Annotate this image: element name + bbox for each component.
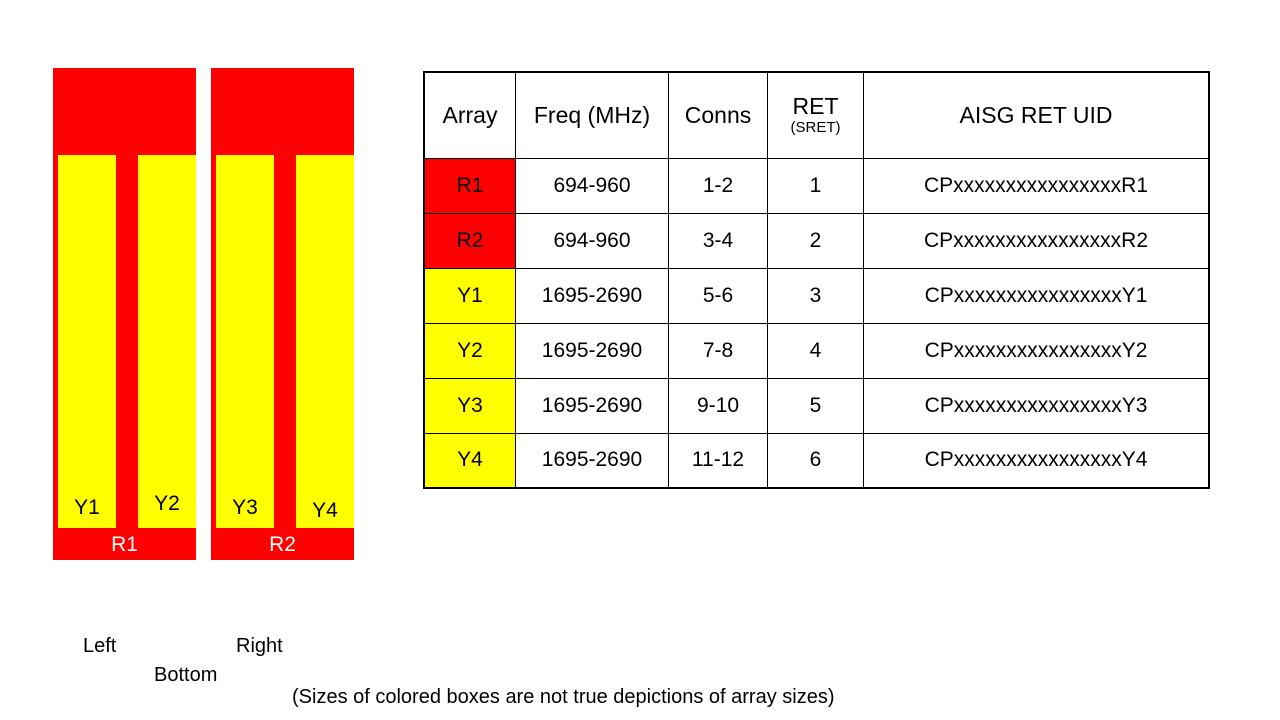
bar-label-y4: Y4 bbox=[312, 499, 338, 522]
uid-cell: CPxxxxxxxxxxxxxxxxY2 bbox=[863, 322, 1210, 379]
table-row: Y3 1695-2690 9-10 5 CPxxxxxxxxxxxxxxxxY3 bbox=[423, 377, 1210, 434]
array-bar-y2: Y2 bbox=[138, 155, 196, 528]
table-row: Y4 1695-2690 11-12 6 CPxxxxxxxxxxxxxxxxY… bbox=[423, 432, 1210, 489]
col-header-array: Array bbox=[423, 71, 516, 159]
table-row: R2 694-960 3-4 2 CPxxxxxxxxxxxxxxxxR2 bbox=[423, 212, 1210, 269]
conns-cell: 7-8 bbox=[668, 322, 768, 379]
orientation-label-bottom: Bottom bbox=[154, 664, 218, 686]
conns-cell: 9-10 bbox=[668, 377, 768, 434]
antenna-panel-r1: Y1 Y2 R1 bbox=[53, 68, 196, 560]
bar-label-y2: Y2 bbox=[154, 492, 180, 515]
col-header-sret-subtitle: (SRET) bbox=[790, 119, 841, 137]
ret-cell: 6 bbox=[767, 432, 864, 489]
conns-cell: 11-12 bbox=[668, 432, 768, 489]
array-bar-y1: Y1 bbox=[58, 155, 116, 528]
panel-label-r1: R1 bbox=[111, 533, 138, 556]
array-cell-y4: Y4 bbox=[423, 432, 516, 489]
uid-cell: CPxxxxxxxxxxxxxxxxR1 bbox=[863, 157, 1210, 214]
uid-cell: CPxxxxxxxxxxxxxxxxY4 bbox=[863, 432, 1210, 489]
ret-mapping-table: Array Freq (MHz) Conns RET (SRET) AISG R… bbox=[423, 71, 1210, 489]
array-cell-r1: R1 bbox=[423, 157, 516, 214]
ret-cell: 2 bbox=[767, 212, 864, 269]
conns-cell: 1-2 bbox=[668, 157, 768, 214]
array-cell-r2: R2 bbox=[423, 212, 516, 269]
orientation-label-left: Left bbox=[83, 635, 117, 657]
col-header-ret-title: RET bbox=[792, 93, 839, 120]
freq-cell: 1695-2690 bbox=[515, 377, 669, 434]
panel-label-r2: R2 bbox=[269, 533, 296, 556]
conns-cell: 5-6 bbox=[668, 267, 768, 324]
ret-cell: 4 bbox=[767, 322, 864, 379]
freq-cell: 694-960 bbox=[515, 212, 669, 269]
ret-cell: 1 bbox=[767, 157, 864, 214]
col-header-ret: RET (SRET) bbox=[767, 71, 864, 159]
orientation-label-right: Right bbox=[236, 635, 283, 657]
bar-label-y3: Y3 bbox=[232, 496, 258, 519]
bar-label-y1: Y1 bbox=[74, 496, 100, 519]
antenna-panel-r2: Y3 Y4 R2 bbox=[211, 68, 354, 560]
col-header-aisg-ret-uid: AISG RET UID bbox=[863, 71, 1210, 159]
ret-cell: 3 bbox=[767, 267, 864, 324]
table-header-row: Array Freq (MHz) Conns RET (SRET) AISG R… bbox=[423, 71, 1210, 159]
table-row: Y2 1695-2690 7-8 4 CPxxxxxxxxxxxxxxxxY2 bbox=[423, 322, 1210, 379]
col-header-freq: Freq (MHz) bbox=[515, 71, 669, 159]
freq-cell: 694-960 bbox=[515, 157, 669, 214]
freq-cell: 1695-2690 bbox=[515, 432, 669, 489]
freq-cell: 1695-2690 bbox=[515, 322, 669, 379]
conns-cell: 3-4 bbox=[668, 212, 768, 269]
uid-cell: CPxxxxxxxxxxxxxxxxY3 bbox=[863, 377, 1210, 434]
array-cell-y1: Y1 bbox=[423, 267, 516, 324]
col-header-conns: Conns bbox=[668, 71, 768, 159]
uid-cell: CPxxxxxxxxxxxxxxxxY1 bbox=[863, 267, 1210, 324]
size-disclaimer-note: (Sizes of colored boxes are not true dep… bbox=[292, 686, 835, 708]
freq-cell: 1695-2690 bbox=[515, 267, 669, 324]
array-cell-y2: Y2 bbox=[423, 322, 516, 379]
array-cell-y3: Y3 bbox=[423, 377, 516, 434]
uid-cell: CPxxxxxxxxxxxxxxxxR2 bbox=[863, 212, 1210, 269]
table-row: Y1 1695-2690 5-6 3 CPxxxxxxxxxxxxxxxxY1 bbox=[423, 267, 1210, 324]
array-bar-y3: Y3 bbox=[216, 155, 274, 528]
table-row: R1 694-960 1-2 1 CPxxxxxxxxxxxxxxxxR1 bbox=[423, 157, 1210, 214]
ret-cell: 5 bbox=[767, 377, 864, 434]
array-bar-y4: Y4 bbox=[296, 155, 354, 528]
